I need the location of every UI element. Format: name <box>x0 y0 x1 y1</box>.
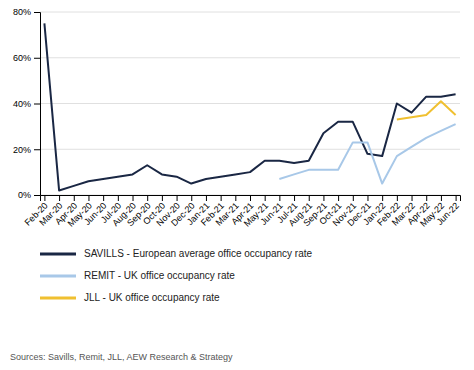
x-tick-mark <box>367 195 368 201</box>
y-tick-mark <box>34 149 40 150</box>
x-tick-mark <box>309 195 310 201</box>
y-axis-line <box>34 13 41 196</box>
x-tick-label: Jun-22 <box>434 200 461 227</box>
x-tick-mark <box>294 195 295 201</box>
series-line <box>279 124 455 183</box>
lines <box>44 23 455 190</box>
x-axis: Feb-20Mar-20Apr-20May-20Jun-20Jul-20Aug-… <box>23 195 461 229</box>
legend-swatch <box>40 297 76 300</box>
y-tick: 80% <box>13 7 40 17</box>
x-tick-mark <box>338 195 339 201</box>
y-tick-label: 20% <box>13 145 31 155</box>
x-tick-mark <box>162 195 163 201</box>
plot: 0% 20% 40% 60% 80% Feb-20Mar-20Apr-20May-20Ju… <box>13 7 461 228</box>
x-tick-mark <box>103 195 104 201</box>
x-tick-mark <box>74 195 75 201</box>
y-tick-mark <box>34 12 40 13</box>
series-line <box>44 23 455 190</box>
y-tick: 0% <box>18 190 40 200</box>
x-tick-mark <box>323 195 324 201</box>
grid <box>40 12 460 195</box>
x-tick-mark <box>456 195 457 201</box>
legend-label: SAVILLS - European average office occupa… <box>84 248 313 259</box>
y-tick-label: 60% <box>13 53 31 63</box>
x-tick-mark <box>235 195 236 201</box>
legend: SAVILLS - European average office occupa… <box>40 248 313 303</box>
grid-line <box>40 57 460 58</box>
x-tick-mark <box>191 195 192 201</box>
y-tick: 20% <box>13 145 40 155</box>
y-tick-mark <box>34 104 40 105</box>
grid-line <box>40 12 460 13</box>
x-tick-mark <box>353 195 354 201</box>
x-tick: Jun-22 <box>434 195 461 227</box>
x-tick-mark <box>88 195 89 201</box>
x-tick-mark <box>250 195 251 201</box>
legend-swatch <box>40 253 76 256</box>
legend-label: JLL - UK office occupancy rate <box>84 292 220 303</box>
x-tick-mark <box>382 195 383 201</box>
legend-swatch <box>40 275 76 278</box>
x-tick-mark <box>118 195 119 201</box>
x-tick-mark <box>147 195 148 201</box>
y-tick-mark <box>34 58 40 59</box>
legend-item: JLL - UK office occupancy rate <box>40 292 220 303</box>
x-tick-mark <box>133 195 134 201</box>
chart: 0% 20% 40% 60% 80% Feb-20Mar-20Apr-20May-20Ju… <box>0 0 474 370</box>
y-tick-label: 80% <box>13 7 31 17</box>
x-tick-mark <box>265 195 266 201</box>
legend-item: SAVILLS - European average office occupa… <box>40 248 313 259</box>
x-axis-line <box>41 196 461 202</box>
x-tick-mark <box>441 195 442 201</box>
x-tick-mark <box>59 195 60 201</box>
x-tick-mark <box>44 195 45 201</box>
legend-label: REMIT - UK office occupancy rate <box>84 270 235 281</box>
y-tick-label: 0% <box>18 190 31 200</box>
y-tick-label: 40% <box>13 99 31 109</box>
x-tick-mark <box>426 195 427 201</box>
x-tick-mark <box>221 195 222 201</box>
y-tick: 40% <box>13 99 40 109</box>
legend-item: REMIT - UK office occupancy rate <box>40 270 235 281</box>
y-tick-mark <box>34 195 40 196</box>
x-tick-mark <box>279 195 280 201</box>
grid-line <box>40 149 460 150</box>
x-tick-mark <box>412 195 413 201</box>
x-tick-mark <box>206 195 207 201</box>
y-tick: 60% <box>13 53 40 63</box>
x-tick-mark <box>177 195 178 201</box>
series-line <box>397 101 456 119</box>
x-tick-mark <box>397 195 398 201</box>
y-axis: 0% 20% 40% 60% 80% <box>13 7 41 200</box>
source: Sources: Savills, Remit, JLL, AEW Resear… <box>10 352 233 362</box>
